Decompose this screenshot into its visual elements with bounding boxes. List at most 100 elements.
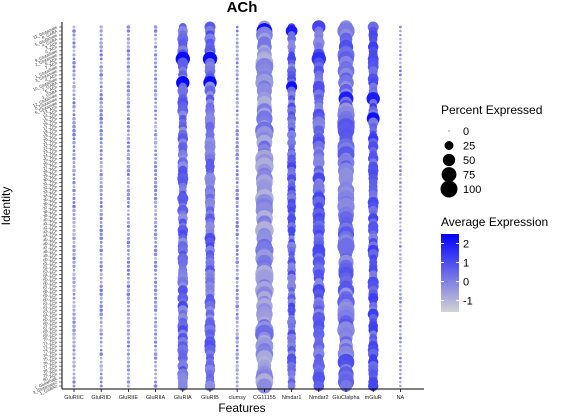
dot-clumsy-32_ACh (235, 181, 239, 184)
dot-GluRIIA-4_GABA (154, 37, 158, 41)
dot-GluRIIA-6_Glutamate (154, 101, 157, 105)
x-tick-label-GluClalpha: GluClalpha (332, 395, 360, 401)
dot-GluRIIE-5_ACh (126, 85, 131, 89)
dot-GluRIID-49_ACh (99, 248, 103, 253)
dot-GluRIIC-21_ACh (72, 137, 76, 141)
dot-NA-75_ACh (399, 352, 402, 356)
dot-clumsy-6_ACh (235, 57, 239, 61)
dot-GluRIIC-5_ACh (72, 85, 76, 89)
dot-GluRIIE-71_ACh (126, 336, 130, 340)
dot-NA-50_ACh (399, 253, 402, 256)
dot-GluRIIC-71_ACh (72, 336, 76, 340)
dot-clumsy-21_ACh (235, 137, 239, 141)
dot-GluRIIC-79_ACh (72, 368, 76, 372)
dot-GluRIIC-16_ACh (72, 116, 76, 121)
dot-GluRIIA-0_Glutamate (154, 97, 158, 101)
y-tick-label-39_ACh: 39_ACh (42, 208, 58, 219)
y-tick-label-72_ACh: 72_ACh (42, 339, 58, 350)
dot-GluRIIA-3_Glutamate2 (154, 380, 158, 384)
dot-NA-1_GABA (399, 89, 402, 93)
dot-GluRIIC-59_ACh (72, 288, 76, 293)
dot-GluRIIA-7_ACh (153, 61, 158, 65)
dot-GluRIID-57_ACh (99, 280, 103, 284)
dot-clumsy-2_GABA (235, 81, 239, 85)
dot-GluRIIA-47_ACh (154, 241, 157, 244)
dot-GluRIIE-32_ACh (126, 180, 131, 185)
size-legend-dot-75 (441, 167, 457, 182)
dot-clumsy-8_GABA (235, 29, 239, 33)
dot-GluRIID-3_ACh (99, 41, 103, 45)
dot-GluRIIA-66_ACh (154, 316, 158, 320)
color-legend-label--1: -1 (463, 296, 473, 308)
dot-GluRIID-1_GABA (99, 89, 103, 93)
dot-clumsy-69_ACh (235, 328, 239, 332)
dot-NA-71_ACh (398, 336, 402, 340)
dot-NA-60_ACh (398, 292, 402, 296)
x-tick-label-NA: NA (397, 395, 405, 401)
dot-clumsy-59_ACh (235, 288, 239, 292)
x-tick-label-GluRIB: GluRIB (201, 395, 219, 401)
dot-clumsy-29_ACh (235, 169, 239, 173)
dot-clumsy-52_ACh (235, 260, 240, 265)
dot-GluRIID-45_ACh (99, 232, 103, 236)
dot-GluRIIA-34_ACh (154, 188, 158, 193)
dot-GluRIIE-15_ACh (126, 113, 130, 117)
dot-GluRIID-38_ACh (99, 205, 103, 208)
dot-GluRIIA-4_ACh (154, 73, 158, 77)
dot-GluRIIE-67_ACh (126, 320, 131, 325)
dot-GluRIIA-31_ACh (154, 177, 158, 181)
dot-GluRIIE-23_ACh (126, 145, 131, 149)
dot-GluRIIC-32_ACh (72, 180, 76, 185)
dot-GluRIIE-6_ACh (126, 57, 131, 61)
y-tick-label-58_ACh: 58_ACh (42, 284, 58, 295)
dot-clumsy-41_ACh (235, 216, 239, 221)
y-tick-label-38_ACh: 38_ACh (42, 204, 58, 215)
dot-clumsy-70_ACh (235, 332, 239, 336)
dot-GluRIIC-62_ACh (72, 300, 76, 304)
x-tick-label-GluRIIE: GluRIIE (119, 395, 139, 401)
dot-GluRIID-52_ACh (99, 260, 103, 264)
dot-GluRIIE-76_ACh (126, 356, 131, 360)
dot-NA-13_ACh (399, 105, 402, 109)
dot-GluRIIE-56_ACh (126, 276, 130, 280)
dot-NA-36_ACh (399, 197, 402, 200)
dot-clumsy-68_ACh (235, 324, 239, 328)
dot-clumsy-37_ACh (235, 200, 239, 205)
dot-clumsy-27_ACh (235, 161, 239, 164)
dot-NA-11_Glutamate (398, 25, 402, 29)
dot-GluRIIA-20_ACh (153, 132, 158, 137)
dot-GluRIID-30_ACh (99, 172, 103, 177)
y-tick-label-60_ACh: 60_ACh (42, 292, 58, 303)
x-ticks: GluRIIC GluRIID GluRIIE GluRIIA GluRIA GluRIB… (64, 389, 405, 401)
dot-GluRIID-46_ACh (99, 236, 103, 241)
dot-GluRIIC-24_ACh (72, 149, 76, 153)
dot-GluRIID-41_ACh (99, 216, 103, 221)
dot-GluRIIC-11_Glutamate (72, 25, 76, 29)
dot-clumsy-71_ACh (235, 336, 239, 340)
dot-NA-73_ACh (399, 344, 402, 348)
dot-GluRIIE-72_ACh (126, 340, 131, 344)
y-tick-label-44_ACh: 44_ACh (42, 228, 58, 239)
dot-GluRIIE-39_ACh (126, 209, 130, 212)
dot-GluRIID-18_ACh (99, 125, 103, 129)
dot-GluRIIC-78_ACh (72, 364, 76, 368)
x-tick-label-CG11155: CG11155 (253, 395, 276, 401)
dot-GluRIIE-3_Glutamate2 (126, 380, 131, 384)
dot-GluRIIE-70_ACh (126, 332, 131, 336)
y-tick-label-70_ACh: 70_ACh (42, 331, 58, 342)
dot-GluRIIC-29_ACh (72, 168, 76, 173)
dot-GluRIIA-36_ACh (153, 196, 158, 201)
dot-GluRIIC-3_Glutamate (72, 69, 76, 73)
dot-GluRIIC-1_GABA (72, 89, 76, 93)
dot-GluRIID-56_ACh (99, 276, 103, 280)
dot-GluRIIE-18_ACh (126, 124, 131, 129)
dot-GluRIIE-35_ACh (126, 192, 131, 197)
dot-GluRIIE-26_ACh (126, 156, 131, 161)
dot-GluRIIC-69_ACh (72, 328, 76, 332)
dot-clumsy-4_ACh (235, 73, 239, 77)
dot-GluRIIC-1_GABA2 (72, 384, 76, 388)
dot-clumsy-26_ACh (235, 156, 239, 161)
dot-GluRIIE-44_ACh (126, 229, 130, 232)
dot-GluRIIA-19_ACh (154, 129, 157, 133)
dot-clumsy-73_ACh (235, 344, 239, 348)
